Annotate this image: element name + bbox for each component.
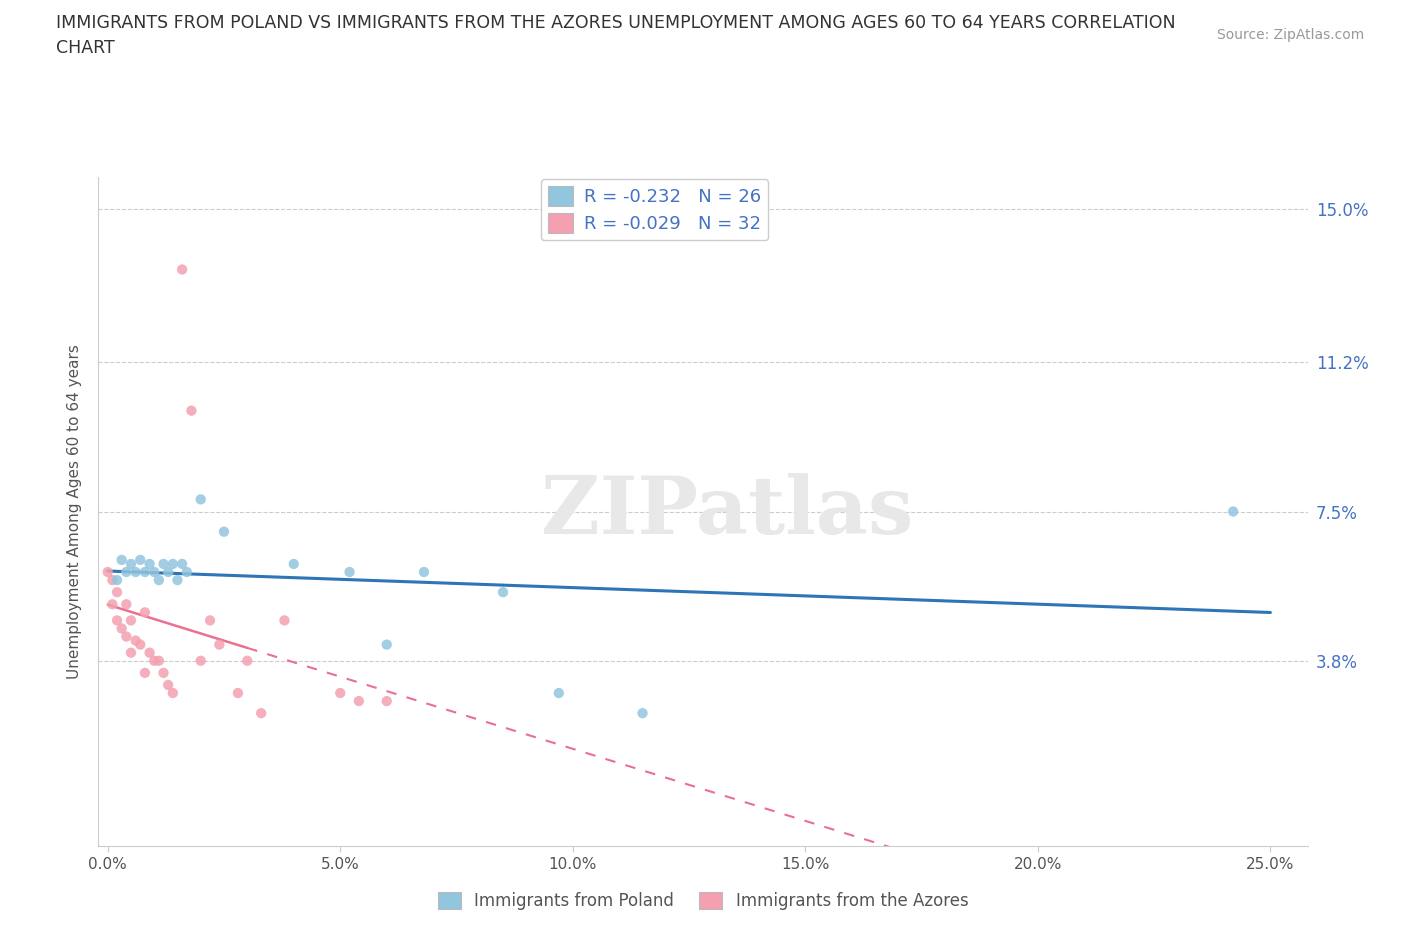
Point [115,565,138,579]
Point [105,613,128,628]
Point [226,685,249,700]
Point [115,597,138,612]
Point [120,613,142,628]
Text: ZIPatlas: ZIPatlas [541,472,914,551]
Point [120,556,142,571]
Point [101,597,124,612]
Point [162,685,184,700]
Point [148,653,170,668]
Point [148,573,170,588]
Point [492,585,515,600]
Point [157,565,180,579]
Y-axis label: Unemployment Among Ages 60 to 64 years: Unemployment Among Ages 60 to 64 years [67,344,83,679]
Point [413,565,436,579]
Point [190,653,212,668]
Point [190,492,212,507]
Point [124,633,146,648]
Point [212,525,235,539]
Text: Source: ZipAtlas.com: Source: ZipAtlas.com [1216,28,1364,42]
Point [166,573,188,588]
Point [347,694,370,709]
Point [236,653,259,668]
Point [208,637,231,652]
Point [162,556,184,571]
Point [152,556,174,571]
Point [101,573,124,588]
Point [180,404,202,418]
Point [273,613,295,628]
Point [283,556,305,571]
Point [375,694,398,709]
Point [124,565,146,579]
Point [339,565,361,579]
Legend: R = -0.232   N = 26, R = -0.029   N = 32: R = -0.232 N = 26, R = -0.029 N = 32 [541,179,769,241]
Point [134,565,156,579]
Point [111,621,134,636]
Text: CHART: CHART [56,39,115,57]
Point [129,637,152,652]
Point [138,645,160,660]
Point [138,556,160,571]
Point [631,706,654,721]
Point [143,565,166,579]
Point [172,262,194,277]
Text: IMMIGRANTS FROM POLAND VS IMMIGRANTS FROM THE AZORES UNEMPLOYMENT AMONG AGES 60 : IMMIGRANTS FROM POLAND VS IMMIGRANTS FRO… [56,14,1175,32]
Legend: Immigrants from Poland, Immigrants from the Azores: Immigrants from Poland, Immigrants from … [430,885,976,917]
Point [375,637,398,652]
Point [547,685,569,700]
Point [129,552,152,567]
Point [198,613,221,628]
Point [176,565,198,579]
Point [157,678,180,693]
Point [105,585,128,600]
Point [111,552,134,567]
Point [143,653,166,668]
Point [329,685,352,700]
Point [105,573,128,588]
Point [250,706,273,721]
Point [152,665,174,680]
Point [115,629,138,644]
Point [172,556,194,571]
Point [134,665,156,680]
Point [134,604,156,619]
Point [1222,504,1244,519]
Point [97,565,120,579]
Point [120,645,142,660]
